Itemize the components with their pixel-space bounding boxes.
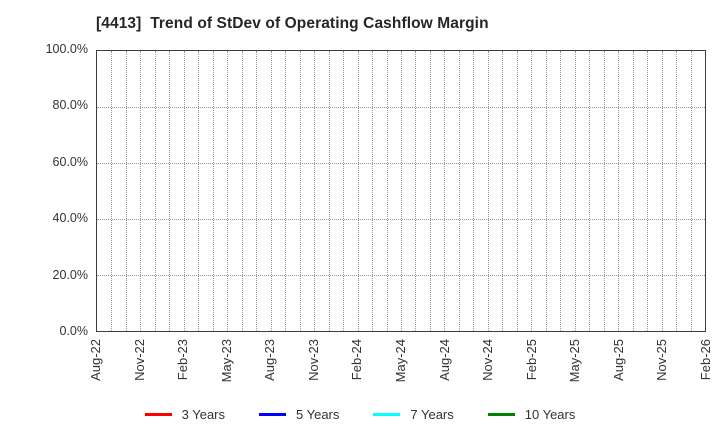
horizontal-gridline bbox=[97, 163, 705, 164]
vertical-gridline bbox=[676, 51, 678, 331]
chart-title: [4413] Trend of StDev of Operating Cashf… bbox=[96, 15, 489, 32]
vertical-gridline bbox=[169, 51, 171, 331]
vertical-gridline bbox=[111, 51, 113, 331]
legend-line-swatch bbox=[487, 413, 515, 416]
vertical-gridline bbox=[429, 51, 431, 331]
legend-line-swatch bbox=[373, 413, 401, 416]
legend-label: 10 Years bbox=[524, 407, 576, 422]
vertical-gridline bbox=[473, 51, 475, 331]
legend-label: 7 Years bbox=[410, 407, 454, 422]
vertical-gridline bbox=[401, 51, 402, 331]
vertical-gridline bbox=[299, 51, 301, 331]
legend-item: 5 Years bbox=[259, 407, 339, 422]
vertical-gridline bbox=[502, 51, 504, 331]
vertical-gridline bbox=[256, 51, 258, 331]
x-tick-label: Nov-23 bbox=[305, 339, 321, 381]
legend-label: 5 Years bbox=[296, 407, 340, 422]
vertical-gridline bbox=[545, 51, 547, 331]
x-tick-label: Feb-25 bbox=[523, 339, 539, 381]
vertical-gridline bbox=[516, 51, 518, 331]
vertical-gridline bbox=[661, 51, 663, 331]
vertical-gridline bbox=[458, 51, 460, 331]
legend-label: 3 Years bbox=[181, 407, 225, 422]
vertical-gridline bbox=[690, 51, 692, 331]
vertical-gridline bbox=[125, 51, 127, 331]
y-tick-label: 60.0% bbox=[52, 154, 88, 169]
x-tick-label: Nov-25 bbox=[654, 339, 670, 381]
vertical-gridline bbox=[647, 51, 649, 331]
vertical-gridline bbox=[372, 51, 374, 331]
x-tick-label: May-23 bbox=[218, 339, 234, 383]
y-tick-label: 0.0% bbox=[59, 324, 89, 338]
y-tick-label: 20.0% bbox=[52, 267, 88, 282]
y-tick-label: 40.0% bbox=[52, 211, 88, 226]
vertical-gridline bbox=[343, 51, 345, 331]
vertical-gridline bbox=[415, 51, 417, 331]
vertical-gridline bbox=[560, 51, 562, 331]
vertical-gridline bbox=[487, 51, 489, 331]
vertical-gridline bbox=[140, 51, 142, 331]
vertical-gridline bbox=[357, 51, 359, 331]
vertical-gridline bbox=[198, 51, 200, 331]
vertical-gridline bbox=[574, 51, 576, 331]
vertical-gridline bbox=[314, 51, 316, 331]
x-tick-label: Feb-24 bbox=[349, 339, 365, 381]
x-tick-label: Feb-23 bbox=[175, 339, 191, 381]
vertical-gridline bbox=[241, 51, 243, 331]
legend-item: 10 Years bbox=[487, 407, 576, 422]
y-tick-label: 100.0% bbox=[45, 42, 88, 56]
x-tick-label: Nov-22 bbox=[131, 339, 147, 381]
vertical-gridline bbox=[328, 51, 330, 331]
vertical-gridline bbox=[589, 51, 591, 331]
horizontal-gridline bbox=[97, 275, 705, 276]
vertical-gridline bbox=[212, 51, 214, 331]
x-tick-label: Feb-26 bbox=[698, 339, 713, 381]
plot-area bbox=[96, 50, 706, 332]
x-tick-label: May-25 bbox=[567, 339, 583, 383]
vertical-gridline bbox=[618, 51, 620, 331]
horizontal-gridline bbox=[97, 107, 705, 108]
vertical-gridline bbox=[183, 51, 185, 331]
vertical-gridline bbox=[154, 51, 156, 331]
legend-line-swatch bbox=[144, 413, 172, 416]
x-tick-label: Aug-24 bbox=[436, 339, 452, 381]
x-tick-label: Nov-24 bbox=[480, 339, 496, 381]
vertical-gridline bbox=[444, 51, 446, 331]
vertical-gridline bbox=[227, 51, 229, 331]
legend-item: 3 Years bbox=[144, 407, 225, 422]
vertical-gridline bbox=[270, 51, 272, 331]
vertical-gridline bbox=[285, 51, 287, 331]
vertical-gridline bbox=[531, 51, 533, 331]
x-tick-label: Aug-23 bbox=[262, 339, 278, 381]
legend-line-swatch bbox=[259, 413, 286, 416]
vertical-gridline bbox=[386, 51, 388, 331]
vertical-gridline bbox=[603, 51, 605, 331]
legend: 3 Years 5 Years 7 Years 10 Years bbox=[0, 407, 720, 422]
x-tick-label: May-24 bbox=[393, 339, 408, 383]
x-tick-label: Aug-25 bbox=[610, 339, 626, 381]
x-tick-label: Aug-22 bbox=[88, 339, 103, 381]
y-tick-label: 80.0% bbox=[52, 98, 88, 113]
horizontal-gridline bbox=[97, 219, 705, 220]
legend-item: 7 Years bbox=[373, 407, 454, 422]
vertical-gridline bbox=[632, 51, 634, 331]
